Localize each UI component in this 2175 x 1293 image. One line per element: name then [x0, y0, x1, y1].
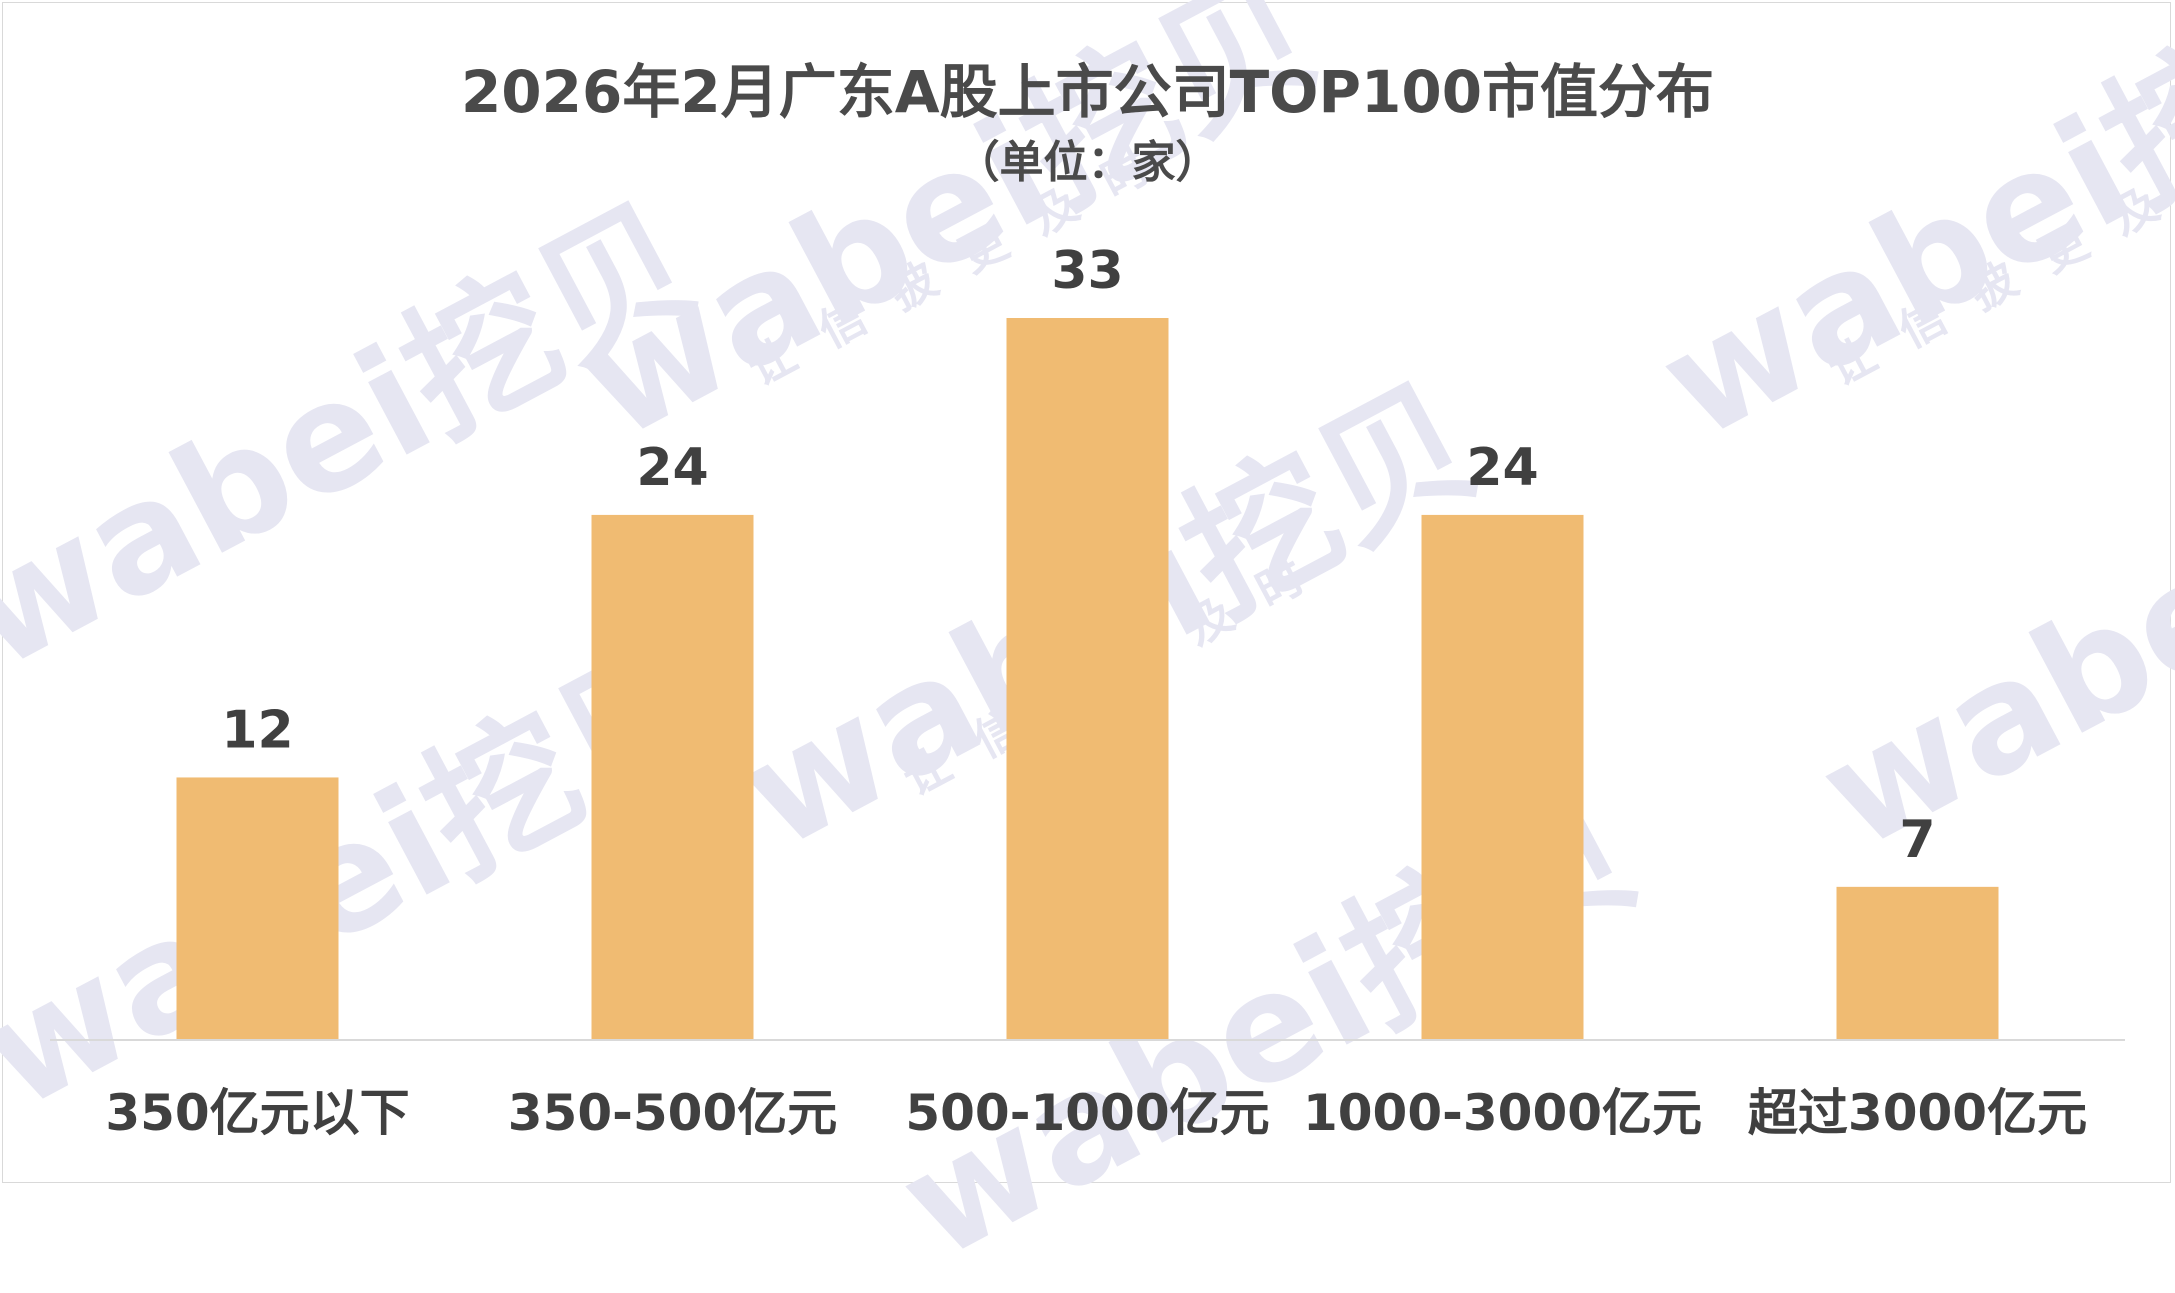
chart-title: 2026年2月广东A股上市公司TOP100市值分布 — [460, 58, 1715, 126]
tick-label-1: 350-500亿元 — [508, 1084, 838, 1142]
bars-layer — [176, 318, 1999, 1040]
bar-4 — [1836, 886, 1999, 1040]
bar-chart: 12 24 33 24 7 350亿元以下 350-500亿元 500-1000亿元 1000… — [50, 241, 2125, 1142]
data-label-1: 24 — [636, 438, 708, 498]
bar-2 — [1006, 318, 1169, 1040]
data-label-0: 12 — [221, 700, 293, 760]
tick-label-4: 超过3000亿元 — [1748, 1084, 2087, 1142]
bar-0 — [176, 777, 339, 1040]
data-label-3: 24 — [1466, 438, 1538, 498]
tick-label-3: 1000-3000亿元 — [1303, 1084, 1702, 1142]
labels-layer: 12 24 33 24 7 — [221, 241, 1935, 870]
tick-label-2: 500-1000亿元 — [905, 1084, 1269, 1142]
data-label-4: 7 — [1899, 810, 1935, 870]
tick-label-0: 350亿元以下 — [105, 1084, 409, 1142]
bar-1 — [591, 514, 754, 1040]
ticks-layer: 350亿元以下 350-500亿元 500-1000亿元 1000-3000亿元 超过3… — [105, 1084, 2087, 1142]
bar-3 — [1421, 514, 1584, 1040]
chart-subtitle: （单位：家） — [955, 137, 1220, 188]
data-label-2: 33 — [1051, 241, 1123, 301]
